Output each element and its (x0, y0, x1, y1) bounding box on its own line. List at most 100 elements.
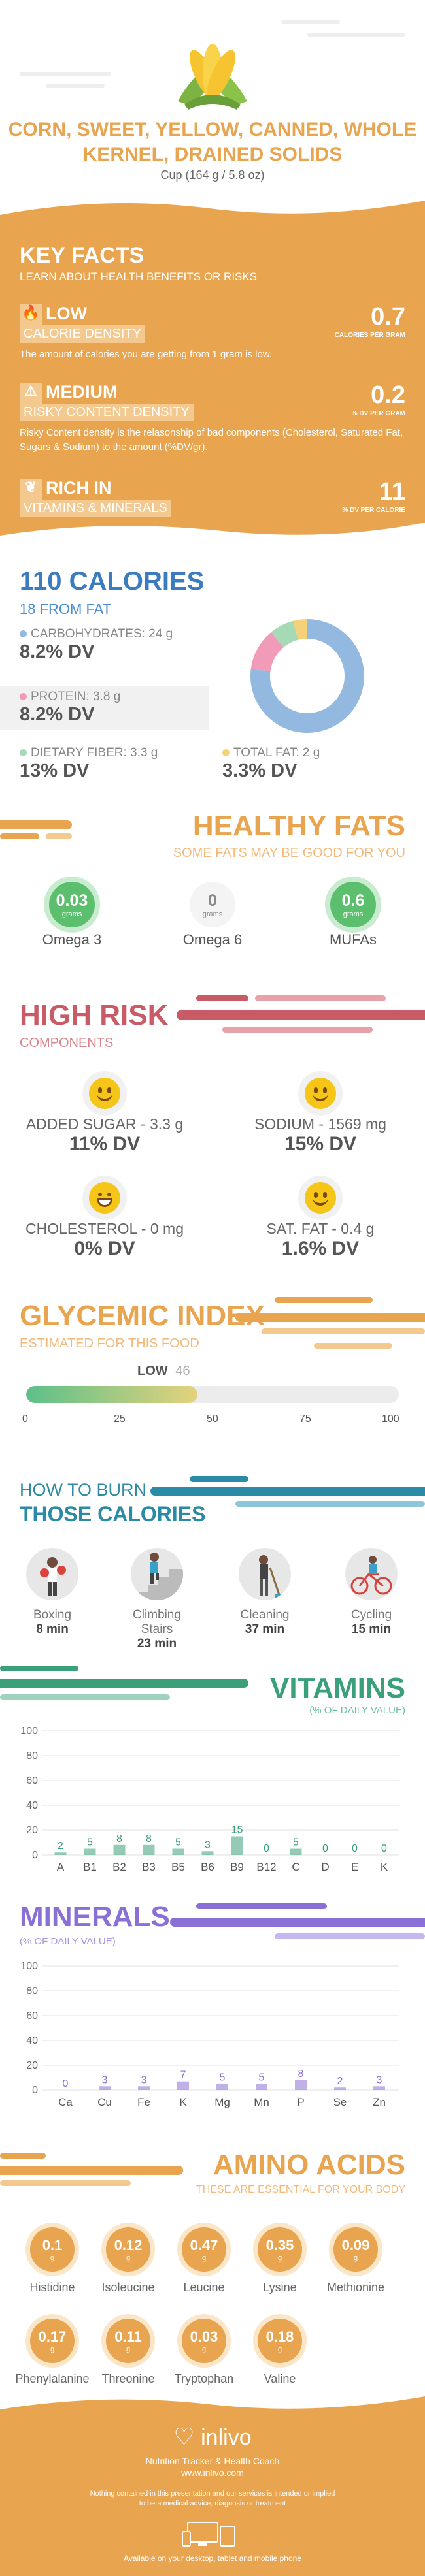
key-facts-section: KEY FACTS LEARN ABOUT HEALTH BENEFITS OR… (0, 195, 425, 543)
glycemic-value: 46 (175, 1364, 190, 1378)
x-tick-label: P (297, 2096, 304, 2108)
calorie-density-description: The amount of calories you are getting f… (20, 349, 273, 360)
amino-acids-section: AMINO ACIDS THESE ARE ESSENTIAL FOR YOUR… (0, 2142, 425, 2417)
amino-name: Phenylalanine (15, 2372, 90, 2385)
decor-bar (46, 833, 72, 839)
vitamins-minerals-level-text: RICH IN (46, 478, 112, 498)
bar-value-label: 0 (63, 2078, 69, 2089)
macro-fiber: DIETARY FIBER: 3.3 g 13% DV (0, 746, 209, 782)
bar-value-label: 0 (322, 1843, 328, 1854)
activity-minutes: 8 min (36, 1622, 69, 1636)
bar-value-label: 0 (352, 1843, 358, 1854)
amino-value-circle: 0.03 g (182, 2319, 226, 2363)
macro-label: CARBOHYDRATES: 24 g (20, 627, 209, 641)
risk-dv: 11% DV (69, 1133, 141, 1155)
fat-value-circle: 0.6 grams (330, 882, 376, 927)
glycemic-tick: 25 (114, 1413, 126, 1425)
amino-value-circle: 0.47 g (182, 2227, 226, 2272)
macro-carbohydrates: CARBOHYDRATES: 24 g 8.2% DV (0, 627, 209, 663)
donut-slice-carbohydrates (250, 619, 364, 733)
heart-icon: ♡ (173, 2423, 195, 2450)
x-tick-label: Zn (373, 2096, 386, 2108)
x-tick-label: Cu (97, 2096, 112, 2108)
burn-title-line2: THOSE CALORIES (20, 1502, 206, 1526)
macro-dv: 8.2% DV (20, 704, 95, 725)
smile-icon (305, 1078, 336, 1109)
x-tick-label: Se (333, 2096, 347, 2108)
x-tick-label: A (57, 1861, 65, 1873)
glycemic-title: GLYCEMIC INDEX (20, 1300, 265, 1332)
footer-url[interactable]: www.inlivo.com (181, 2468, 244, 2478)
amino-name: Lysine (263, 2281, 297, 2294)
bar-Cu (99, 2086, 110, 2090)
y-tick-label: 100 (20, 1961, 38, 1972)
fat-name: MUFAs (329, 931, 377, 948)
amino-value: 0.47 (190, 2237, 218, 2253)
wave-divider (0, 523, 425, 543)
bar-C (290, 1848, 302, 1855)
healthy-fats-subtitle: SOME FATS MAY BE GOOD FOR YOU (173, 846, 405, 860)
amino-name: Isoleucine (101, 2281, 155, 2294)
amino-name: Histidine (29, 2281, 75, 2294)
amino-unit: g (50, 2345, 55, 2353)
macro-label: DIETARY FIBER: 3.3 g (20, 746, 209, 760)
glycemic-tick: 75 (299, 1413, 311, 1425)
x-tick-label: B9 (230, 1861, 244, 1873)
macro-label-text: CARBOHYDRATES: 24 g (31, 627, 173, 641)
fat-value: 0.03 (56, 891, 88, 910)
amino-name: Valine (264, 2372, 296, 2385)
amino-value-circle: 0.11 g (106, 2319, 150, 2363)
stairs-icon (131, 1548, 183, 1600)
cycling-icon (345, 1548, 398, 1600)
amino-unit: g (50, 2254, 55, 2262)
amino-value-circle: 0.18 g (258, 2319, 302, 2363)
x-tick-label: Mg (214, 2096, 230, 2108)
risky-content-level: ⚠ MEDIUM (20, 382, 118, 404)
bar-value-label: 2 (58, 1841, 63, 1852)
risky-content-level-text: MEDIUM (46, 382, 118, 402)
risk-dv: 0% DV (74, 1238, 135, 1259)
y-tick-label: 100 (20, 1726, 38, 1737)
macro-label: TOTAL FAT: 2 g (222, 746, 425, 760)
serving-size: Cup (164 g / 5.8 oz) (160, 169, 265, 182)
high-risk-title: HIGH RISK (20, 999, 169, 1031)
amino-unit: g (277, 2345, 282, 2353)
decor-line (307, 33, 405, 37)
bar-value-label: 3 (102, 2074, 108, 2085)
amino-name: Leucine (183, 2281, 225, 2294)
legend-dot (20, 630, 27, 637)
glycemic-tick: 50 (207, 1413, 218, 1425)
bar-value-label: 5 (293, 1837, 299, 1848)
legend-dot (222, 749, 230, 756)
footer: ♡ inlivo Nutrition Tracker & Health Coac… (0, 2390, 425, 2576)
decor-bar (0, 1679, 248, 1688)
food-title: CORN, SWEET, YELLOW, CANNED, WHOLE KERNE… (8, 119, 417, 165)
flame-icon: 🔥 (20, 304, 42, 325)
activity-name: Climbing Stairs (133, 1608, 181, 1636)
amino-value-circle: 0.12 g (106, 2227, 150, 2272)
amino-value: 0.09 (341, 2237, 370, 2253)
risk-added-sugar: ADDED SUGAR - 3.3 g 11% DV (7, 1078, 203, 1155)
legend-dot (20, 749, 27, 756)
bar-value-label: 0 (264, 1843, 269, 1854)
macro-label-text: TOTAL FAT: 2 g (233, 746, 320, 760)
bar-B6 (201, 1851, 214, 1855)
activity-cycling: Cycling 15 min (335, 1548, 407, 1637)
risk-sat-fat: SAT. FAT - 0.4 g 1.6% DV (222, 1182, 418, 1260)
vitamins-minerals-label: VITAMINS & MINERALS (20, 500, 171, 517)
glycemic-tick: 0 (22, 1413, 28, 1425)
y-tick-label: 80 (26, 1750, 38, 1762)
decor-bar (314, 1343, 392, 1349)
high-risk-subtitle: COMPONENTS (20, 1036, 114, 1050)
smile-icon (89, 1078, 120, 1109)
donut-slice-protein (250, 632, 284, 672)
decor-line (281, 20, 340, 24)
y-tick-label: 20 (26, 1825, 38, 1836)
bar-Zn (373, 2086, 385, 2090)
fat-unit: grams (61, 910, 82, 918)
decor-bar (0, 2166, 183, 2175)
brand: ♡ inlivo (0, 2423, 425, 2451)
amino-value: 0.35 (265, 2237, 294, 2253)
amino-name: Tryptophan (174, 2372, 234, 2385)
glycemic-tick: 100 (382, 1413, 400, 1425)
